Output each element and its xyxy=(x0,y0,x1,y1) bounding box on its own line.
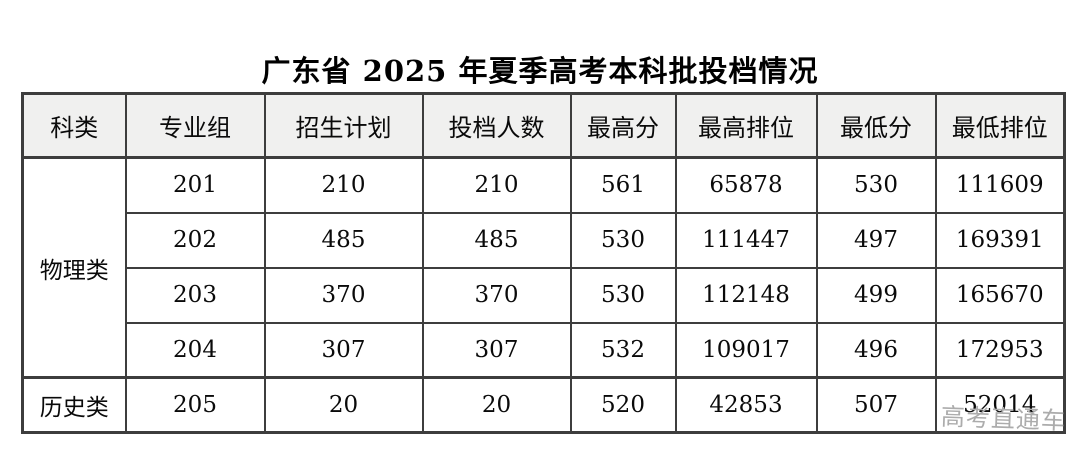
table-cell: 20 xyxy=(263,376,424,434)
table-cell: 530 xyxy=(815,156,937,214)
col-header-min-rank: 最低排位 xyxy=(934,92,1066,159)
table-cell: 20 xyxy=(421,376,572,434)
table-cell: 111447 xyxy=(674,211,818,269)
table-cell: 204 xyxy=(124,321,266,379)
table-cell: 210 xyxy=(421,156,572,214)
table-cell: 530 xyxy=(569,211,677,269)
table-cell: 485 xyxy=(263,211,424,269)
table-cell: 530 xyxy=(569,266,677,324)
table-cell: 109017 xyxy=(674,321,818,379)
table-cell: 210 xyxy=(263,156,424,214)
page-title: 广东省 2025 年夏季高考本科批投档情况 xyxy=(261,54,819,88)
table-cell: 112148 xyxy=(674,266,818,324)
col-header-max-score: 最高分 xyxy=(569,92,677,159)
col-header-category: 科类 xyxy=(21,92,127,159)
table-cell: 561 xyxy=(569,156,677,214)
table-cell: 201 xyxy=(124,156,266,214)
table-cell: 307 xyxy=(263,321,424,379)
table-cell: 52014 xyxy=(934,376,1066,434)
table-cell: 165670 xyxy=(934,266,1066,324)
table-cell: 203 xyxy=(124,266,266,324)
table-cell: 172953 xyxy=(934,321,1066,379)
col-header-max-rank: 最高排位 xyxy=(674,92,818,159)
table-row: 204 307 307 532 109017 496 172953 xyxy=(23,321,1066,379)
table-cell: 205 xyxy=(124,376,266,434)
col-header-major-group: 专业组 xyxy=(124,92,266,159)
col-header-applicants-filed: 投档人数 xyxy=(421,92,572,159)
table-cell: 520 xyxy=(569,376,677,434)
table-cell: 169391 xyxy=(934,211,1066,269)
header-row: 科类 专业组 招生计划 投档人数 最高分 最高排位 最低分 最低排位 xyxy=(21,92,1066,159)
col-header-min-score: 最低分 xyxy=(815,92,937,159)
table-cell: 370 xyxy=(421,266,572,324)
table-cell: 497 xyxy=(815,211,937,269)
table-cell: 307 xyxy=(421,321,572,379)
col-header-enrollment-plan: 招生计划 xyxy=(263,92,424,159)
category-cell-physics: 物理类 xyxy=(21,156,127,379)
table-row: 物理类 201 210 210 561 65878 530 111609 xyxy=(21,156,1066,379)
admission-table: 科类 专业组 招生计划 投档人数 最高分 最高排位 最低分 最低排位 物理类 2… xyxy=(21,92,1066,434)
table-row: 202 485 485 530 111447 497 169391 xyxy=(23,211,1066,269)
table-cell: 42853 xyxy=(674,376,818,434)
table-cell: 507 xyxy=(815,376,937,434)
table-cell: 202 xyxy=(124,211,266,269)
table-cell: 496 xyxy=(815,321,937,379)
table-cell: 65878 xyxy=(674,156,818,214)
table-cell: 532 xyxy=(569,321,677,379)
table-cell: 499 xyxy=(815,266,937,324)
table-cell: 370 xyxy=(263,266,424,324)
table-cell: 111609 xyxy=(934,156,1066,214)
table-row: 历史类 205 20 20 520 42853 507 52014 xyxy=(21,376,1066,434)
category-cell-history: 历史类 xyxy=(21,376,127,434)
table-row: 203 370 370 530 112148 499 165670 xyxy=(23,266,1066,324)
table-cell: 485 xyxy=(421,211,572,269)
